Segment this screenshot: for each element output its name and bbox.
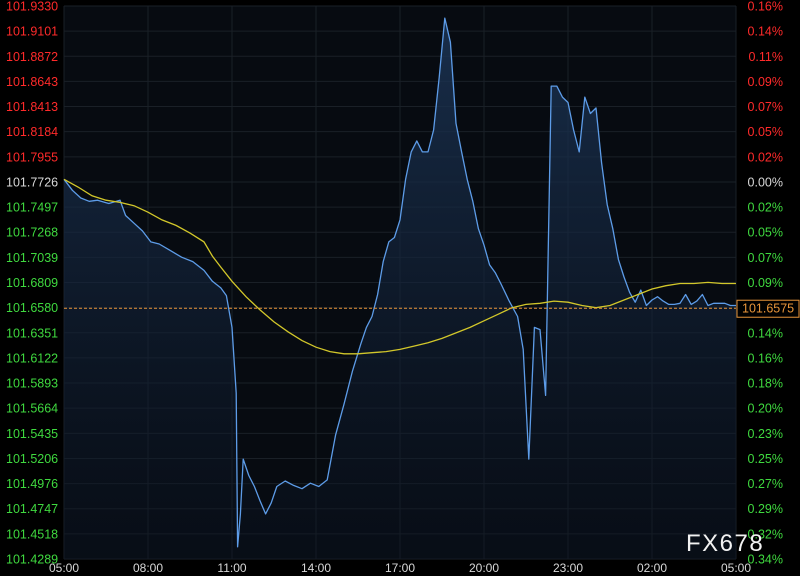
- percent-tick-label: 0.05%: [748, 125, 783, 139]
- price-tick-label: 101.8184: [6, 125, 58, 139]
- watermark-logo: FX678: [686, 530, 765, 557]
- price-tick-label: 101.6580: [6, 301, 58, 315]
- price-tick-label: 101.7497: [6, 201, 58, 215]
- percent-tick-label: 0.11%: [748, 50, 783, 64]
- price-tick-label: 101.6351: [6, 326, 58, 340]
- time-tick-label: 08:00: [133, 561, 163, 575]
- percent-tick-label: 0.14%: [748, 25, 783, 39]
- percent-tick-label: 0.27%: [748, 477, 783, 491]
- moving-average-line: [63, 178, 736, 355]
- price-tick-label: 101.8643: [6, 75, 58, 89]
- last-price-tag: 101.6575: [736, 299, 800, 318]
- percent-tick-label: 0.07%: [748, 100, 783, 114]
- percent-axis-labels: 0.16% 0.14% 0.11% 0.09% 0.07% 0.05% 0.02% 0.00%…: [748, 0, 783, 567]
- price-tick-label: 101.7039: [6, 251, 58, 265]
- time-tick-label: 05:00: [49, 561, 79, 575]
- percent-tick-label: 0.07%: [748, 251, 783, 265]
- price-tick-label: 101.4976: [6, 477, 58, 491]
- price-tick-label: 101.5893: [6, 377, 58, 391]
- percent-tick-label: 0.20%: [748, 402, 783, 416]
- time-tick-label: 23:00: [553, 561, 583, 575]
- percent-tick-label: 0.14%: [748, 326, 783, 340]
- time-tick-label: 20:00: [469, 561, 499, 575]
- last-price-tag-label: 101.6575: [742, 302, 794, 316]
- price-tick-label: 101.9330: [6, 0, 58, 14]
- percent-tick-label: 0.18%: [748, 377, 783, 391]
- percent-tick-label: 0.09%: [748, 276, 783, 290]
- percent-tick-label: 0.34%: [748, 553, 783, 567]
- price-tick-label: 101.6809: [6, 276, 58, 290]
- price-tick-label: 101.5664: [6, 402, 58, 416]
- percent-tick-label: 0.25%: [748, 452, 783, 466]
- price-tick-label: 101.4747: [6, 502, 58, 516]
- price-tick-label: 101.4289: [6, 553, 58, 567]
- price-tick-label: 101.8413: [6, 100, 58, 114]
- time-tick-label: 17:00: [385, 561, 415, 575]
- price-tick-label: 101.9101: [6, 25, 58, 39]
- price-tick-label: 101.7268: [6, 226, 58, 240]
- price-series-line: [63, 17, 736, 548]
- last-price-tag-box: [736, 299, 800, 318]
- time-tick-label: 14:00: [301, 561, 331, 575]
- price-axis-labels: 101.9330 101.9101 101.8872 101.8643 101.8413…: [6, 0, 58, 567]
- price-tick-label: 101.7955: [6, 150, 58, 164]
- price-tick-label: 101.4518: [6, 527, 58, 541]
- percent-tick-label: 0.09%: [748, 75, 783, 89]
- percent-tick-label: 0.29%: [748, 502, 783, 516]
- percent-tick-label: 0.05%: [748, 226, 783, 240]
- time-tick-label: 05:00: [721, 561, 751, 575]
- percent-tick-label: 0.16%: [748, 351, 783, 365]
- price-tick-label: 101.8872: [6, 50, 58, 64]
- price-tick-label: 101.7726: [6, 175, 58, 189]
- time-tick-label: 02:00: [637, 561, 667, 575]
- percent-tick-label: 0.02%: [748, 150, 783, 164]
- price-tick-label: 101.5206: [6, 452, 58, 466]
- time-tick-label: 11:00: [217, 561, 246, 575]
- time-axis-labels: 05:00 08:00 11:00 14:00 17:00 20:00 23:00 02:00…: [49, 561, 751, 575]
- percent-tick-label: 0.16%: [748, 0, 783, 14]
- price-tick-label: 101.5435: [6, 427, 58, 441]
- percent-tick-label: 0.23%: [748, 427, 783, 441]
- percent-tick-label: 0.32%: [748, 527, 783, 541]
- price-tick-label: 101.6122: [6, 351, 58, 365]
- price-area-fill: [64, 18, 736, 560]
- percent-tick-label: 0.02%: [748, 201, 783, 215]
- percent-tick-label: 0.00%: [748, 175, 783, 189]
